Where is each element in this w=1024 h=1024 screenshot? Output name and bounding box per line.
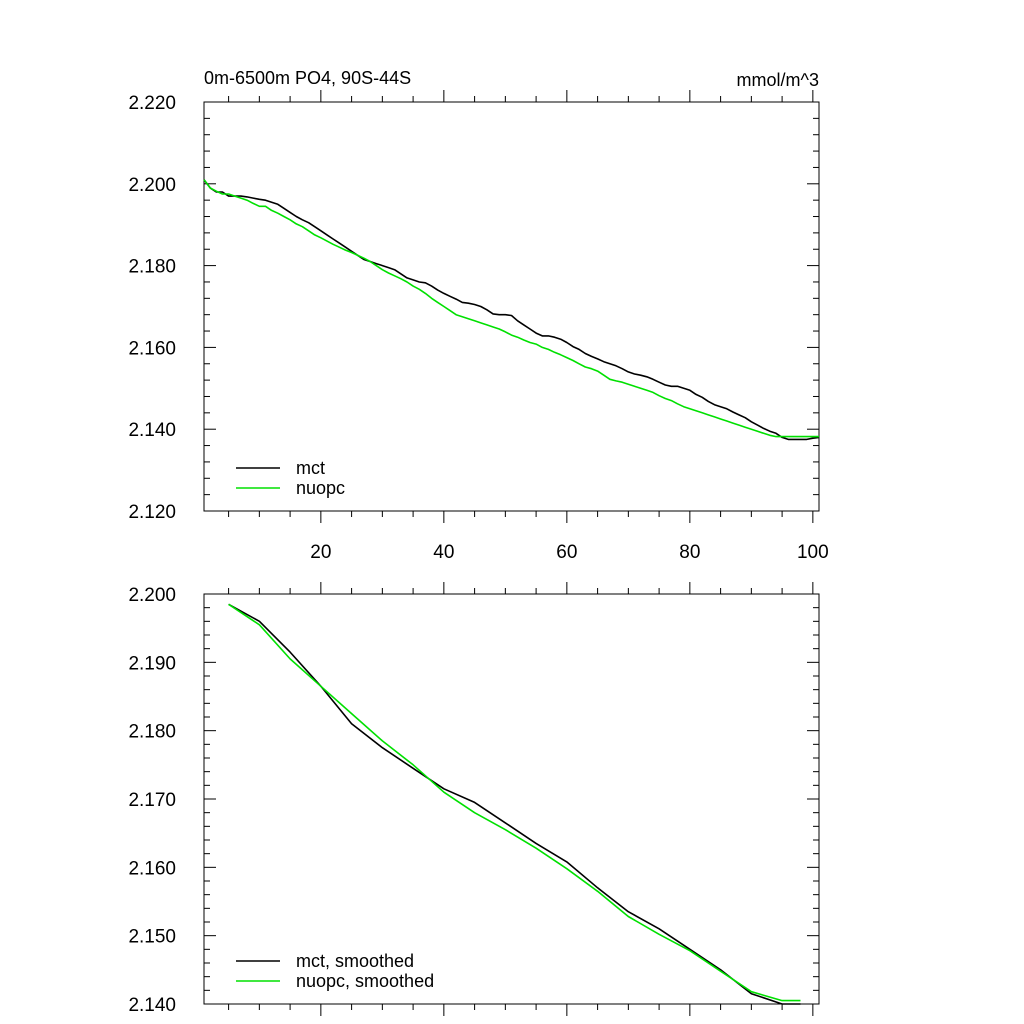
y-tick-label: 2.160 <box>128 338 176 359</box>
legend-label: nuopc <box>296 478 345 498</box>
series-line-mct-smoothed <box>228 603 801 1005</box>
y-tick-label: 2.160 <box>128 858 176 879</box>
legend-label: nuopc, smoothed <box>296 971 434 991</box>
y-tick-label: 2.140 <box>128 420 176 441</box>
legend-label: mct, smoothed <box>296 951 414 971</box>
y-tick-label: 2.150 <box>128 927 176 948</box>
x-tick-label: 80 <box>679 542 700 563</box>
plot-frame <box>203 593 820 1005</box>
y-tick-label: 2.170 <box>128 790 176 811</box>
series-line-nuopc-smoothed <box>228 603 801 1002</box>
y-tick-label: 2.190 <box>128 653 176 674</box>
chart-title: 0m-6500m PO4, 90S-44S <box>204 68 411 88</box>
y-tick-label: 2.200 <box>128 175 176 196</box>
y-tick-label: 2.120 <box>128 502 176 523</box>
x-tick-label: 40 <box>433 542 454 563</box>
panel-top: 0m-6500m PO4, 90S-44S mmol/m^3 2.120 2.14… <box>128 68 828 563</box>
y-tick-label: 2.140 <box>128 995 176 1016</box>
legend-label: mct <box>296 458 325 478</box>
y-tick-label: 2.180 <box>128 722 176 743</box>
y-tick-label: 2.220 <box>128 93 176 114</box>
chart-units: mmol/m^3 <box>737 70 819 90</box>
plot-frame <box>203 101 820 512</box>
x-tick-label: 100 <box>797 542 829 563</box>
x-tick-label: 20 <box>310 542 331 563</box>
series-line-mct <box>203 179 820 441</box>
x-tick-label: 60 <box>556 542 577 563</box>
panel-bottom: 2.140 2.150 2.160 2.170 2.180 2.190 2.200 mct, … <box>128 582 820 1016</box>
y-tick-label: 2.180 <box>128 257 176 278</box>
series-line-nuopc <box>203 179 819 438</box>
y-tick-label: 2.200 <box>128 585 176 606</box>
